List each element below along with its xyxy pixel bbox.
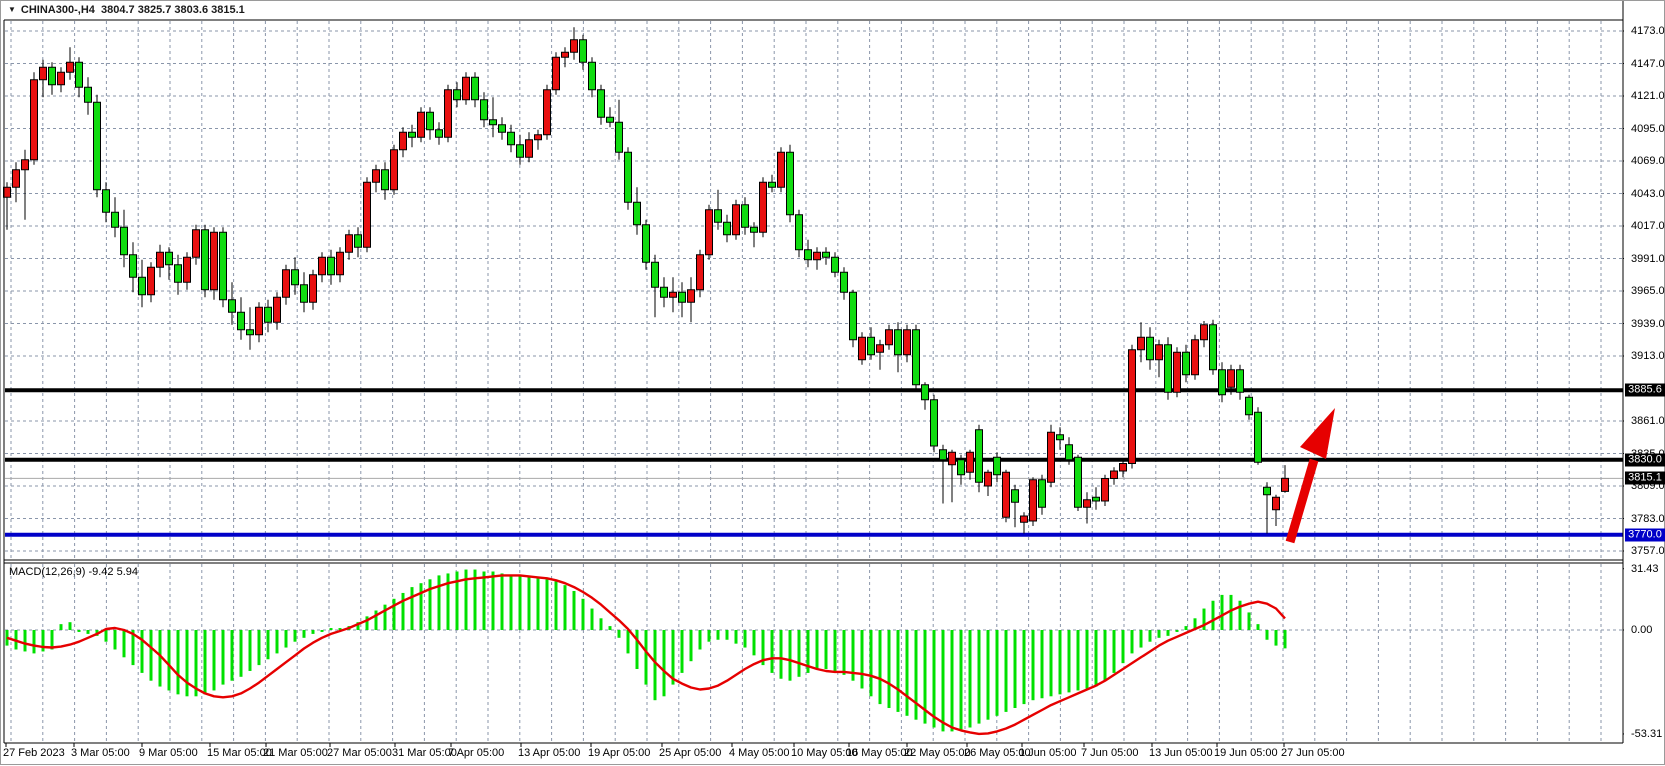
price-axis (1624, 1, 1664, 764)
price-tick-label: 3939.0 (1631, 317, 1665, 330)
trend-arrow[interactable] (1285, 408, 1335, 544)
time-tick-label: 13 Apr 05:00 (518, 747, 581, 759)
time-tick-label: 10 May 05:00 (791, 747, 858, 759)
symbol-header: ▼ CHINA300-,H4 3804.7 3825.7 3803.6 3815.… (8, 4, 245, 18)
price-tick-label: 3861.0 (1631, 415, 1665, 427)
ohlc-values: 3804.7 3825.7 3803.6 3815.1 (101, 4, 245, 16)
price-level-label: 3830.0 (1625, 453, 1665, 467)
macd-signal-line (6, 574, 1286, 736)
price-level-label: 3815.1 (1625, 471, 1665, 485)
time-tick-label: 27 Jun 05:00 (1281, 747, 1345, 759)
price-tick-label: 4017.0 (1631, 220, 1665, 232)
time-tick-label: 3 Mar 05:00 (71, 747, 130, 759)
time-tick-label: 4 May 05:00 (729, 747, 790, 759)
price-level-label: 3885.6 (1625, 383, 1665, 397)
time-tick-label: 25 Apr 05:00 (659, 747, 722, 759)
time-tick-label: 13 Jun 05:00 (1149, 747, 1213, 759)
price-tick-label: 3913.0 (1631, 350, 1665, 362)
macd-indicator-label: MACD(12,26,9) -9.42 5.94 (9, 566, 139, 578)
time-tick-label: 7 Apr 05:00 (448, 747, 505, 759)
price-tick-label: 4043.0 (1631, 187, 1665, 200)
time-tick-label: 16 May 05:00 (846, 747, 913, 759)
macd-histogram-layer (5, 569, 1287, 732)
price-tick-label: 4069.0 (1631, 155, 1665, 167)
price-tick-label: 4095.0 (1631, 122, 1665, 135)
time-tick-label: 19 Jun 05:00 (1214, 747, 1278, 759)
macd-tick-label: 31.43 (1631, 562, 1659, 575)
time-tick-label: 26 May 05:00 (964, 747, 1031, 759)
grid-layer (5, 21, 1623, 742)
time-tick-label: 27 Mar 05:00 (327, 747, 392, 759)
price-tick-label: 4147.0 (1631, 57, 1665, 70)
price-tick-label: 3965.0 (1631, 285, 1665, 297)
time-tick-label: 27 Feb 2023 (3, 747, 65, 759)
time-tick-label: 19 Apr 05:00 (588, 747, 651, 759)
price-tick-label: 3991.0 (1631, 252, 1665, 265)
time-tick-label: 15 Mar 05:00 (207, 747, 272, 759)
price-level-label: 3770.0 (1625, 528, 1665, 542)
price-tick-label: 3783.0 (1631, 512, 1665, 525)
time-tick-label: 22 May 05:00 (904, 747, 971, 759)
macd-tick-label: -53.31 (1631, 727, 1663, 740)
price-tick-label: 4173.0 (1631, 25, 1665, 37)
time-tick-label: 1 Jun 05:00 (1019, 747, 1077, 759)
pane-borders (3, 1, 1624, 744)
macd-tick-label: 0.00 (1631, 624, 1653, 636)
chevron-down-icon[interactable]: ▼ (8, 5, 16, 14)
candles-layer (3, 27, 1289, 534)
time-tick-label: 31 Mar 05:00 (392, 747, 457, 759)
time-tick-label: 21 Mar 05:00 (263, 747, 328, 759)
price-tick-label: 3757.0 (1631, 545, 1665, 557)
symbol-period-label: CHINA300-,H4 (20, 4, 95, 16)
time-tick-label: 7 Jun 05:00 (1081, 747, 1139, 759)
time-tick-label: 9 Mar 05:00 (139, 747, 198, 759)
price-tick-label: 4121.0 (1631, 90, 1665, 102)
